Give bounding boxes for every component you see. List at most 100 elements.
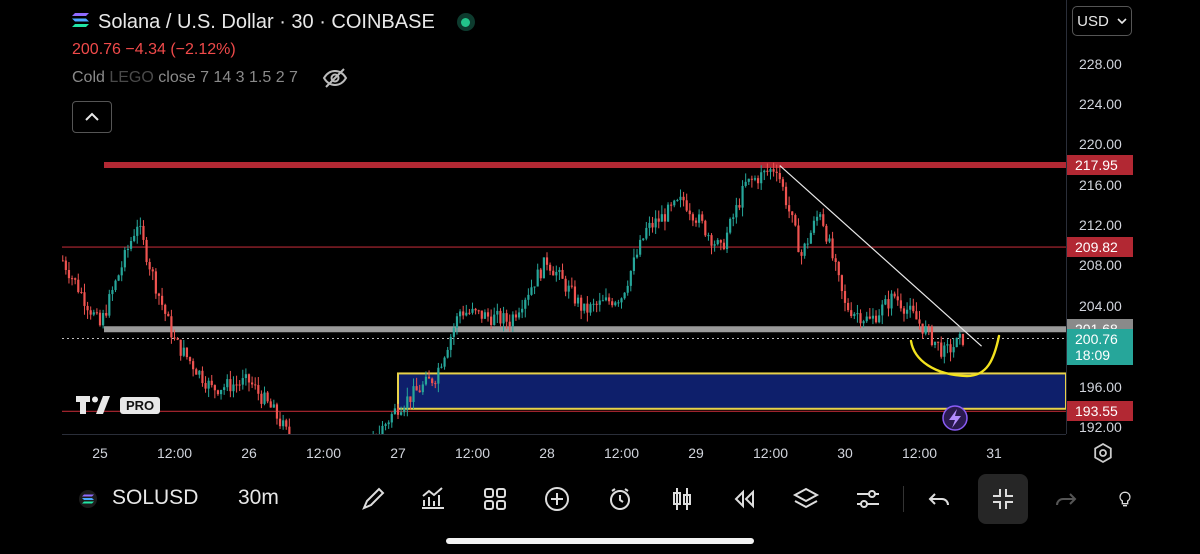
candle-body	[933, 341, 937, 346]
price-label-200.76: 200.76 18:09	[1067, 328, 1133, 365]
candle-body	[260, 393, 263, 404]
candle-body	[952, 347, 955, 353]
time-tick-label: 26	[241, 445, 257, 461]
candle-body	[766, 170, 769, 172]
candle-body	[219, 389, 223, 395]
candle-body	[421, 384, 424, 393]
time-tick-label: 29	[688, 445, 704, 461]
redo-icon	[1056, 493, 1077, 506]
candle-body	[760, 172, 763, 184]
price-label-value: 200.76	[1075, 330, 1118, 347]
candle-body	[213, 385, 216, 391]
market-status-icon[interactable]	[456, 13, 475, 31]
candle-body	[486, 312, 490, 317]
settings-sliders-button[interactable]	[851, 482, 885, 516]
candle-body	[648, 222, 651, 228]
candle-body	[167, 313, 170, 317]
candle-body	[819, 214, 822, 217]
candle-body	[694, 220, 698, 223]
candle-body	[896, 296, 899, 301]
interval-selector[interactable]: 30m	[238, 486, 279, 509]
widgets-button[interactable]	[478, 482, 512, 516]
fullscreen-exit-button[interactable]	[978, 474, 1028, 524]
candle-body	[750, 178, 753, 180]
chart-plot-area[interactable]	[62, 0, 1066, 434]
home-indicator[interactable]	[446, 538, 754, 544]
time-tick-label: 25	[92, 445, 108, 461]
candle-body	[393, 408, 396, 415]
candle-body	[809, 232, 812, 244]
candle-body	[229, 379, 232, 392]
candle-body	[502, 313, 505, 324]
candle-body	[713, 244, 716, 246]
candle-body	[446, 349, 449, 358]
candle-body	[865, 316, 868, 322]
candle-body	[899, 300, 902, 309]
symbol-title[interactable]: Solana / U.S. Dollar · 30 · COINBASE	[98, 10, 435, 33]
candle-body	[909, 305, 912, 310]
candle-body	[604, 297, 608, 301]
candle-body	[545, 257, 549, 265]
candle-body	[607, 297, 611, 302]
axis-settings-button[interactable]	[1090, 440, 1116, 466]
gear-icon	[1094, 442, 1112, 464]
candle-body	[660, 214, 663, 222]
candle-body	[542, 257, 545, 279]
candle-body	[511, 314, 514, 327]
indicators-button[interactable]	[416, 482, 450, 516]
candle-body	[850, 310, 853, 317]
time-tick-label: 12:00	[305, 445, 342, 461]
time-axis[interactable]: 25 12:00 26 12:00 27 12:00 28 12:00 29 12:00 30 12:…	[62, 434, 1066, 471]
candle-type-button[interactable]	[665, 482, 699, 516]
price-label-217.95: 217.95	[1067, 155, 1133, 176]
indicators-icon	[422, 487, 444, 509]
candle-body	[67, 270, 71, 279]
candle-body	[275, 404, 279, 419]
candle-body	[226, 379, 229, 388]
replay-button[interactable]	[727, 482, 761, 516]
candle-body	[710, 235, 713, 246]
add-button[interactable]	[540, 482, 574, 516]
undo-button[interactable]	[923, 482, 957, 516]
candle-body	[151, 269, 154, 272]
candle-body	[943, 345, 946, 357]
candle-body	[80, 292, 83, 294]
currency-label: USD	[1077, 12, 1109, 30]
candle-body	[83, 292, 86, 306]
candle-body	[682, 196, 685, 201]
time-tick-label: 12:00	[156, 445, 193, 461]
price-change: 200.76 −4.34 (−2.12%)	[72, 41, 236, 58]
candlestick-chart	[62, 162, 1066, 434]
candle-body	[583, 303, 586, 311]
candle-body	[198, 370, 201, 375]
hide-eye-icon[interactable]	[322, 67, 348, 89]
collapse-legend-button[interactable]	[72, 101, 112, 133]
idea-button[interactable]	[1115, 482, 1135, 516]
candle-body	[387, 422, 390, 425]
layers-button[interactable]	[789, 482, 823, 516]
candle-body	[784, 186, 788, 206]
symbol-logo-icon	[78, 490, 98, 513]
candle-body	[837, 261, 840, 276]
candle-body	[558, 269, 561, 272]
price-axis[interactable]: 228.00 224.00 220.00 216.00 212.00 208.00 204.…	[1066, 0, 1137, 435]
layers-icon	[792, 487, 820, 509]
candle-body	[477, 310, 480, 312]
candle-body	[111, 290, 114, 295]
indicator-row[interactable]: Cold LEGO close 7 14 3 1.5 2 7	[72, 64, 475, 92]
candle-body	[825, 225, 828, 242]
brush-button[interactable]	[357, 482, 391, 516]
candle-body	[449, 336, 452, 350]
candle-body	[573, 286, 577, 304]
currency-selector[interactable]: USD	[1072, 6, 1132, 36]
candle-body	[601, 300, 604, 302]
redo-button[interactable]	[1048, 482, 1082, 516]
symbol-search-button[interactable]: SOLUSD	[112, 486, 199, 509]
candle-body	[173, 337, 176, 339]
alert-button[interactable]	[603, 482, 637, 516]
candle-body	[626, 285, 629, 293]
indicator-name: Cold	[72, 69, 110, 86]
candle-body	[517, 312, 521, 318]
candle-body	[539, 269, 542, 279]
indicator-legend[interactable]: Cold LEGO close 7 14 3 1.5 2 7	[72, 69, 298, 87]
